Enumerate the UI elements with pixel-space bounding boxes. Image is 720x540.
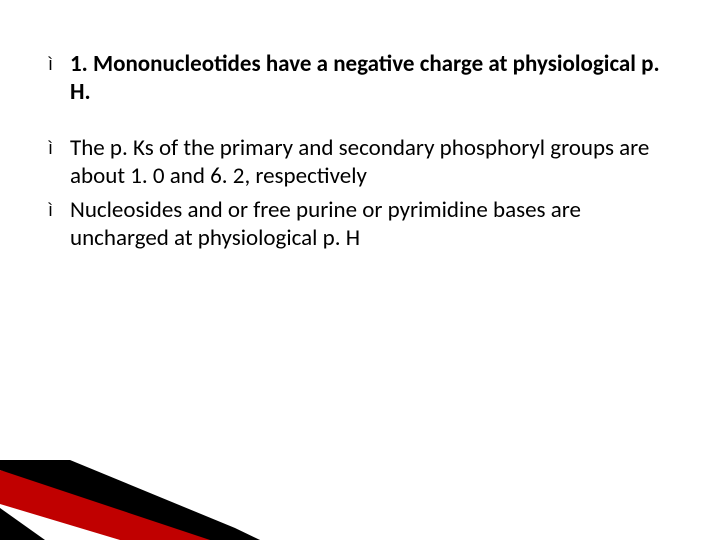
list-item: ì 1. Mononucleotides have a negative cha… bbox=[48, 50, 672, 106]
bullet-icon: ì bbox=[48, 50, 70, 78]
list-item: ì The p. Ks of the primary and secondary… bbox=[48, 134, 672, 190]
slide: ì 1. Mononucleotides have a negative cha… bbox=[0, 0, 720, 540]
bullet-group-1: ì 1. Mononucleotides have a negative cha… bbox=[48, 50, 672, 106]
bullet-text-3: Nucleosides and or free purine or pyrimi… bbox=[70, 196, 672, 252]
bullet-icon: ì bbox=[48, 196, 70, 224]
bullet-text-2: The p. Ks of the primary and secondary p… bbox=[70, 134, 672, 190]
bullet-text-1: 1. Mononucleotides have a negative charg… bbox=[70, 50, 672, 106]
bullet-group-2: ì The p. Ks of the primary and secondary… bbox=[48, 134, 672, 252]
bullet-icon: ì bbox=[48, 134, 70, 162]
corner-accent-icon bbox=[0, 460, 260, 540]
list-item: ì Nucleosides and or free purine or pyri… bbox=[48, 196, 672, 252]
